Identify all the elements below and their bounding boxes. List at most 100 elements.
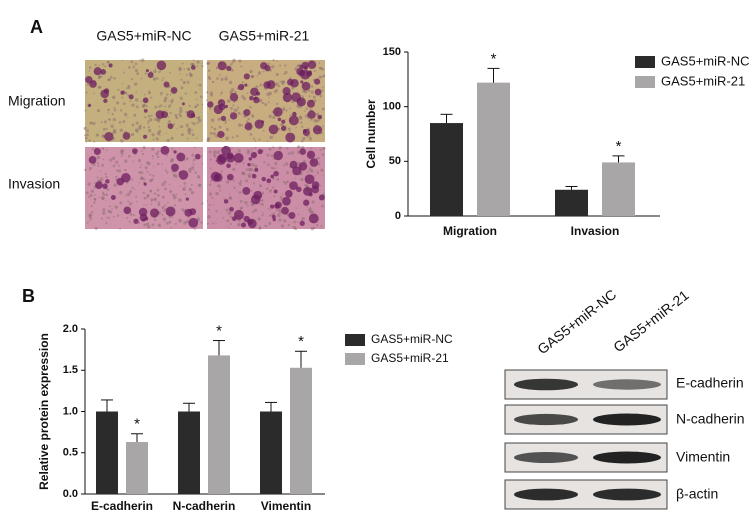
cell: [244, 122, 253, 131]
cell: [122, 132, 131, 140]
texture: [198, 115, 201, 118]
blot-row-label: β-actin: [676, 486, 718, 502]
texture: [209, 131, 213, 135]
texture: [257, 217, 261, 221]
cell: [273, 189, 278, 194]
cell: [269, 204, 275, 209]
y-tick-label: 50: [389, 155, 401, 167]
cell: [290, 79, 299, 88]
texture: [107, 216, 110, 219]
texture: [277, 85, 281, 88]
texture: [230, 215, 233, 219]
texture: [301, 125, 304, 128]
micrographs: [83, 58, 326, 231]
texture: [165, 154, 168, 157]
texture: [139, 166, 142, 169]
cell: [306, 70, 313, 77]
texture: [199, 176, 201, 179]
texture: [295, 207, 297, 209]
texture: [192, 59, 195, 61]
cell: [304, 65, 308, 70]
texture: [308, 134, 311, 137]
texture: [93, 92, 95, 95]
texture: [198, 118, 202, 123]
texture: [142, 191, 145, 195]
texture: [267, 101, 270, 104]
texture: [245, 168, 248, 171]
texture: [194, 171, 197, 174]
texture: [107, 112, 110, 114]
texture: [112, 118, 116, 122]
texture: [233, 186, 236, 189]
texture: [239, 199, 243, 203]
texture: [118, 121, 122, 124]
texture: [139, 59, 141, 61]
texture: [175, 116, 179, 120]
texture: [315, 119, 318, 123]
cell: [120, 90, 125, 95]
texture: [111, 208, 113, 210]
y-tick-label: 1.5: [63, 364, 78, 376]
texture: [171, 98, 174, 102]
texture: [179, 185, 181, 187]
texture: [130, 132, 135, 137]
texture: [165, 132, 167, 134]
cell: [229, 112, 238, 120]
texture: [282, 164, 286, 167]
texture: [184, 193, 187, 196]
texture: [247, 85, 249, 87]
texture: [191, 153, 195, 157]
texture: [93, 181, 96, 184]
texture: [188, 170, 192, 173]
x-tick-label: Invasion: [571, 224, 620, 238]
texture: [213, 127, 217, 131]
texture: [90, 205, 93, 208]
texture: [138, 171, 142, 174]
cell: [312, 125, 323, 135]
texture: [246, 120, 249, 123]
legend-label: GAS5+miR-NC: [371, 332, 453, 346]
texture: [153, 192, 157, 195]
texture: [192, 163, 195, 166]
texture: [229, 223, 232, 225]
texture: [201, 103, 204, 106]
texture: [143, 204, 145, 206]
texture: [168, 183, 171, 186]
texture: [161, 79, 164, 81]
texture: [131, 178, 134, 181]
texture: [196, 60, 200, 64]
texture: [99, 170, 102, 172]
texture: [213, 154, 217, 158]
texture: [272, 212, 275, 216]
y-tick-label: 2.0: [63, 323, 78, 335]
texture: [131, 186, 134, 189]
texture: [237, 123, 242, 128]
texture: [187, 68, 190, 71]
texture: [293, 220, 297, 224]
texture: [174, 114, 178, 117]
texture: [169, 71, 171, 74]
texture: [98, 77, 101, 80]
texture: [322, 175, 324, 177]
texture: [173, 204, 176, 207]
texture: [252, 182, 255, 185]
texture: [140, 171, 144, 175]
blot-band: [593, 379, 661, 390]
texture: [272, 146, 275, 149]
texture: [259, 83, 263, 86]
texture: [201, 162, 204, 165]
texture: [149, 180, 151, 182]
texture: [86, 222, 89, 224]
texture: [218, 125, 222, 129]
texture: [161, 206, 165, 210]
texture: [138, 182, 140, 184]
texture: [240, 65, 243, 68]
bar: [290, 367, 312, 494]
texture: [201, 65, 204, 68]
texture: [251, 162, 255, 167]
legend-swatch: [635, 76, 655, 88]
texture: [158, 105, 161, 108]
y-tick-label: 100: [383, 101, 401, 113]
texture: [226, 219, 230, 223]
